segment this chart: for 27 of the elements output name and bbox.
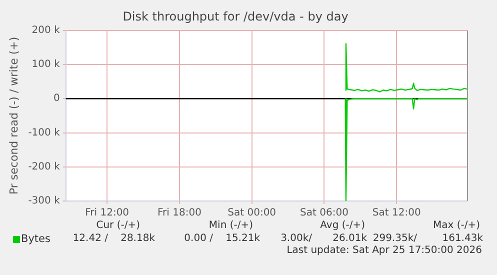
text: 299.35k/ — [372, 233, 417, 244]
x-tick-label: Sat 00:00 — [228, 208, 276, 219]
text: 12.42 / — [72, 233, 108, 244]
text: 26.01k — [332, 233, 367, 244]
text: 28.18k — [120, 233, 155, 244]
text: Cur (-/+) — [96, 220, 140, 231]
y-tick-label: -300 k — [28, 196, 60, 207]
x-tick-label: Fri 12:00 — [85, 208, 130, 219]
text: 15.21k — [226, 233, 260, 244]
text: 0.00 / — [184, 233, 213, 244]
y-axis-title: Pr second read (-) / write (+) — [7, 36, 20, 195]
legend-label: Bytes — [21, 233, 50, 245]
y-tick-label: 0 — [53, 93, 60, 104]
chart-title: Disk throughput for /dev/vda - by day — [122, 9, 348, 24]
y-tick-label: -100 k — [28, 127, 60, 138]
text: 3.00k/ — [280, 233, 312, 244]
y-tick-label: 200 k — [32, 24, 60, 36]
x-tick-label: Sat 12:00 — [372, 208, 421, 219]
x-tick-label: Sat 06:00 — [300, 208, 348, 219]
y-tick-label: -200 k — [28, 161, 60, 172]
x-tick-label: Fri 18:00 — [158, 208, 202, 219]
text: 161.43k — [442, 233, 483, 244]
text: Last update: Sat Apr 25 17:50:00 2026 — [286, 245, 482, 256]
y-tick-label: 100 k — [32, 59, 60, 70]
text: Max (-/+) — [432, 220, 480, 231]
text: Avg (-/+) — [320, 220, 365, 231]
text: Min (-/+) — [208, 220, 253, 231]
